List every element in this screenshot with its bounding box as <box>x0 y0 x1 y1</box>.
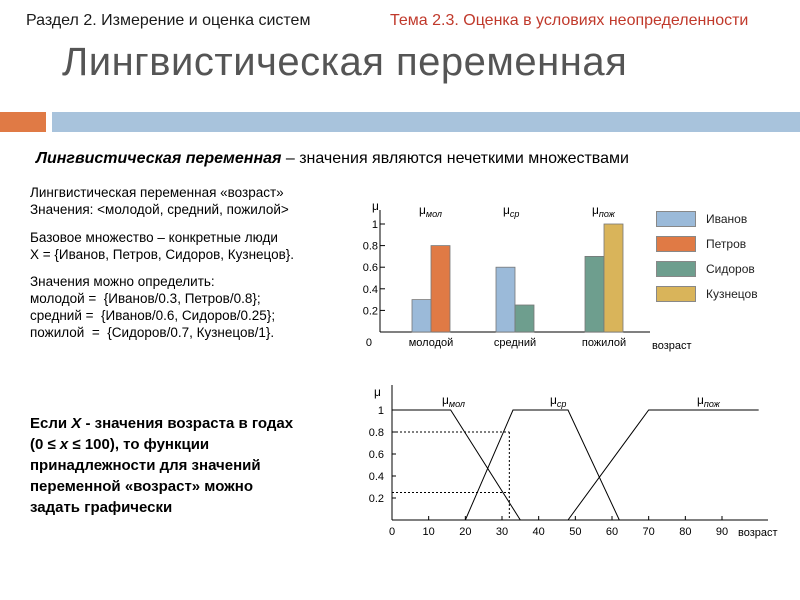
bar-Иванов <box>495 266 516 333</box>
y-tick-label: 0.2 <box>369 493 384 505</box>
mu-label: μпож <box>592 203 616 219</box>
mu-label: μмол <box>419 203 442 219</box>
legend-item: Петров <box>656 231 758 256</box>
x-tick-label: 80 <box>679 526 691 538</box>
x-axis-label: возраст <box>652 340 692 352</box>
topic-header: Тема 2.3. Оценка в условиях неопределенн… <box>390 12 749 29</box>
note-var-x: X <box>71 415 82 432</box>
bar-Кузнецов <box>603 223 624 333</box>
x-tick-label: 0 <box>389 526 395 538</box>
membership-line-мол <box>392 409 521 521</box>
slide-subtitle: Лингвистическая переменная – значения яв… <box>36 150 629 168</box>
y-tick-label: 0.2 <box>363 305 378 317</box>
x-tick-label: 30 <box>496 526 508 538</box>
y-tick-label: 0.8 <box>363 241 378 253</box>
x-tick-label: 40 <box>533 526 545 538</box>
y-tick-label: 1 <box>378 405 384 417</box>
x-tick-label: 90 <box>716 526 728 538</box>
y-tick-label: 0.6 <box>363 262 378 274</box>
bar-Сидоров <box>514 304 535 333</box>
x-category-label: молодой <box>409 337 454 349</box>
y-tick-label: 0.4 <box>369 471 384 483</box>
legend-item: Иванов <box>656 206 758 231</box>
x-tick-label: 50 <box>569 526 581 538</box>
legend-item: Кузнецов <box>656 281 758 306</box>
mu-label: μпож <box>697 393 721 409</box>
bar-chart-legend: Иванов Петров Сидоров Кузнецов <box>656 206 758 306</box>
x-tick-label: 60 <box>606 526 618 538</box>
x-category-label: средний <box>494 337 536 349</box>
y-axis-label: μ <box>374 385 381 399</box>
legend-label: Петров <box>706 236 747 251</box>
legend-label: Сидоров <box>706 261 755 276</box>
legend-label: Иванов <box>706 211 748 226</box>
legend-swatch <box>656 260 696 277</box>
accent-bar-blue <box>52 112 800 132</box>
legend-swatch <box>656 235 696 252</box>
mu-label: μср <box>550 393 566 409</box>
x-tick-label: 70 <box>643 526 655 538</box>
note-part: - значения возраста в годах (0 ≤ <box>30 415 294 453</box>
accent-bar-orange <box>0 112 46 132</box>
subtitle-term: Лингвистическая переменная <box>36 150 282 167</box>
y-tick-label: 0.4 <box>363 284 378 296</box>
y-tick-label: 1 <box>372 219 378 231</box>
note-part: ≤ 100), то функции принадлежности для зн… <box>30 436 261 516</box>
mu-label: μмол <box>442 393 465 409</box>
y-tick-label: 0.6 <box>369 449 384 461</box>
mu-label: μср <box>503 203 519 219</box>
slide-title: Лингвистическая переменная <box>62 40 628 84</box>
x-category-label: пожилой <box>582 337 626 349</box>
section-header: Раздел 2. Измерение и оценка систем <box>26 12 311 29</box>
membership-line-ср <box>464 409 620 521</box>
bar-Петров <box>430 245 451 333</box>
y-tick-label: 0 <box>366 337 372 349</box>
note-var-x: x <box>59 436 69 453</box>
legend-item: Сидоров <box>656 256 758 281</box>
graphic-note: Если X - значения возраста в годах (0 ≤ … <box>30 413 300 518</box>
y-axis-label: μ <box>372 199 379 213</box>
y-tick-label: 0.8 <box>369 427 384 439</box>
legend-swatch <box>656 285 696 302</box>
base-set-definition: Базовое множество – конкретные люди X = … <box>30 230 295 262</box>
x-tick-label: 10 <box>423 526 435 538</box>
values-definition: Значения можно определить: молодой = {Ив… <box>30 274 276 340</box>
subtitle-rest: – значения являются нечеткими множествам… <box>281 150 629 167</box>
note-part: Если <box>30 415 72 432</box>
x-axis-label: возраст <box>738 527 778 539</box>
membership-line-пож <box>567 409 759 521</box>
variable-definition: Лингвистическая переменная «возраст» Зна… <box>30 185 289 217</box>
x-tick-label: 20 <box>459 526 471 538</box>
legend-swatch <box>656 210 696 227</box>
legend-label: Кузнецов <box>706 286 758 301</box>
